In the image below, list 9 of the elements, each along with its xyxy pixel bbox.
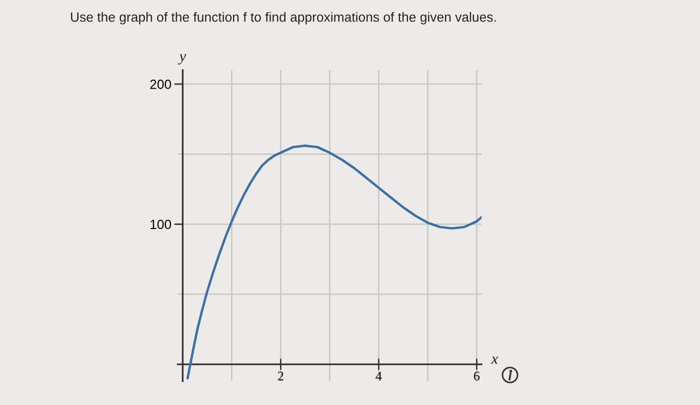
- y-tick-label: 100: [150, 220, 172, 230]
- y-tick-label: 200: [150, 80, 172, 89]
- x-tick-label: 4: [376, 372, 382, 380]
- chart-title: Use the graph of the function f to find approximations of the given values.: [71, 12, 496, 24]
- y-axis-title: y: [178, 54, 186, 65]
- line-series: [186, 144, 482, 380]
- x-tick-label: 2: [278, 372, 284, 380]
- x-axis-title: x: [491, 356, 498, 364]
- x-tick-label: 6: [474, 372, 480, 381]
